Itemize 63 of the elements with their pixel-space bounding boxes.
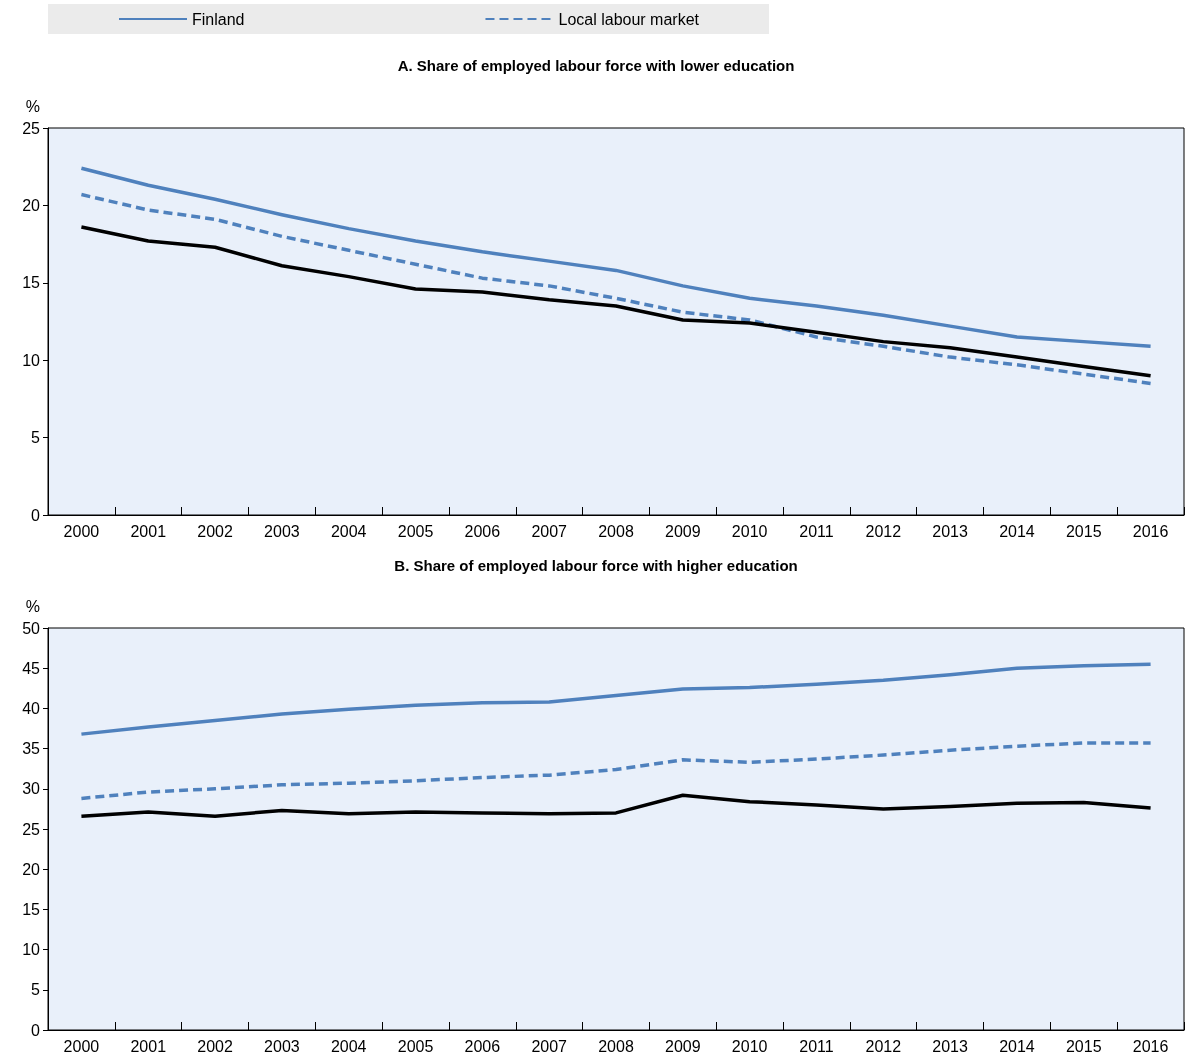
line-series: [79, 741, 1153, 801]
x-tick-label: 2003: [264, 1037, 300, 1055]
legend-label: Finland: [192, 10, 245, 28]
y-tick-label: 40: [22, 699, 41, 717]
y-tick-label: 25: [22, 119, 41, 137]
y-tick-label: 25: [22, 820, 41, 838]
chart-title: A. Share of employed labour force with lower education: [397, 57, 795, 74]
y-tick-label: 20: [22, 860, 41, 878]
chart-title: B. Share of employed labour force with higher education: [394, 557, 798, 574]
y-tick-label: 15: [22, 274, 41, 292]
x-tick-label: 2016: [1132, 1037, 1169, 1055]
y-axis-title: %: [25, 597, 40, 615]
x-tick-label: 2013: [932, 522, 969, 540]
line-series: [79, 793, 1153, 818]
x-tick-label: 2005: [397, 522, 434, 540]
line-series: [79, 662, 1153, 736]
y-axis-title: %: [25, 97, 40, 115]
x-tick-label: 2008: [598, 1037, 634, 1055]
line-series: [79, 166, 1153, 349]
x-tick-label: 2006: [464, 1037, 501, 1055]
y-tick-label: 50: [22, 619, 41, 637]
x-tick-label: 2001: [130, 1037, 167, 1055]
x-tick-label: 2005: [397, 1037, 434, 1055]
x-tick-label: 2010: [731, 522, 768, 540]
x-tick-label: 2012: [865, 1037, 902, 1055]
y-tick-label: 15: [22, 900, 41, 918]
y-tick-label: 5: [31, 981, 41, 999]
x-tick-label: 2010: [731, 1037, 768, 1055]
x-tick-label: 2009: [665, 522, 701, 540]
x-tick-label: 2009: [665, 1037, 701, 1055]
y-tick-label: 0: [31, 506, 41, 524]
x-tick-label: 2000: [63, 1037, 100, 1055]
y-tick-label: 30: [22, 780, 41, 798]
x-tick-label: 2004: [330, 1037, 367, 1055]
x-tick-label: 2008: [598, 522, 634, 540]
y-tick-label: 10: [22, 941, 41, 959]
line-series: [79, 225, 1153, 378]
x-tick-label: 2001: [130, 522, 167, 540]
y-tick-label: 0: [31, 1021, 41, 1039]
x-tick-label: 2012: [865, 522, 902, 540]
x-tick-label: 2016: [1132, 522, 1169, 540]
x-tick-label: 2003: [264, 522, 300, 540]
x-tick-label: 2013: [932, 1037, 969, 1055]
x-tick-label: 2015: [1065, 1037, 1102, 1055]
y-tick-label: 35: [22, 740, 41, 758]
x-tick-label: 2000: [63, 522, 100, 540]
x-tick-label: 2002: [197, 1037, 233, 1055]
line-series: [79, 192, 1153, 386]
x-tick-label: 2007: [531, 522, 568, 540]
x-tick-label: 2004: [330, 522, 367, 540]
x-tick-label: 2011: [799, 522, 834, 540]
x-tick-label: 2014: [999, 522, 1035, 540]
y-tick-label: 10: [22, 351, 41, 369]
x-tick-label: 2006: [464, 522, 501, 540]
legend-label: Local labour market: [558, 10, 700, 28]
y-tick-label: 5: [31, 429, 41, 447]
x-tick-label: 2011: [799, 1037, 834, 1055]
x-tick-label: 2014: [999, 1037, 1035, 1055]
x-tick-label: 2002: [197, 522, 233, 540]
y-tick-label: 45: [22, 659, 41, 677]
y-tick-label: 20: [22, 196, 41, 214]
x-tick-label: 2007: [531, 1037, 568, 1055]
x-tick-label: 2015: [1065, 522, 1102, 540]
